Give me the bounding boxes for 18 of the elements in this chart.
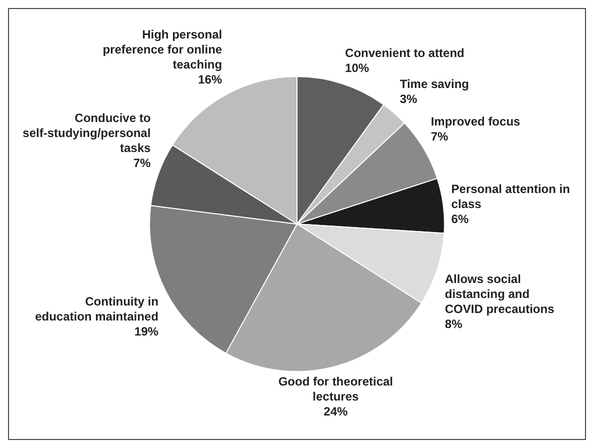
data-label: 7% [133, 156, 152, 170]
data-label: 24% [324, 404, 348, 418]
data-label: 7% [430, 130, 449, 144]
slice-label: Personal attention in class [451, 182, 570, 211]
data-label: 10% [345, 60, 370, 75]
slice-label: Convenient to attend [345, 46, 464, 60]
slice-label: High personal preference for online teaching [102, 28, 222, 72]
slice-label: Allows social distancing and COVID precautions [444, 272, 555, 316]
data-label: 8% [444, 316, 463, 331]
data-label: 3% [400, 92, 418, 106]
slice-label: Good for theoretical lectures [278, 374, 394, 404]
data-label: 16% [198, 72, 222, 87]
slice-label: Improved focus [430, 114, 521, 129]
slice-label: Conducive to self-studying/personal tasks [22, 111, 152, 156]
data-label: 6% [451, 212, 469, 226]
slice-label: Time saving [400, 77, 469, 92]
data-label: 19% [134, 324, 159, 338]
slice-label: Continuity in education maintained [35, 294, 158, 324]
